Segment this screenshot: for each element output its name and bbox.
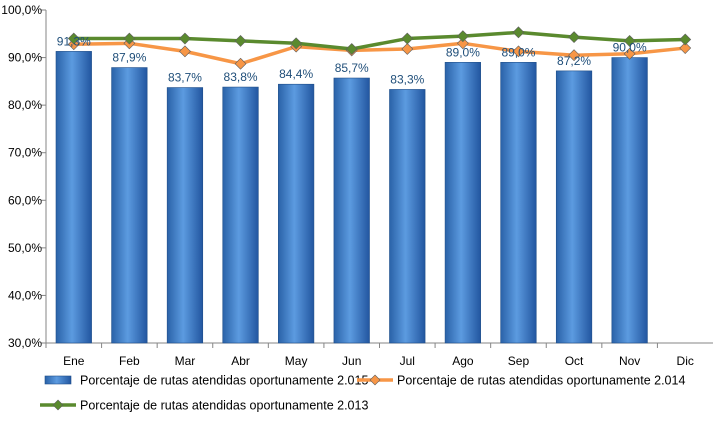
data-label-feb: 87,9% bbox=[112, 51, 146, 65]
point-marker-dic bbox=[679, 42, 692, 54]
point-marker-jul bbox=[401, 32, 414, 45]
x-tick-label-ene: Ene bbox=[63, 354, 85, 368]
y-tick-label: 80,0% bbox=[8, 98, 42, 112]
point-marker-oct bbox=[568, 49, 580, 62]
point-marker-nov bbox=[623, 47, 636, 60]
point-marker-ene bbox=[67, 32, 80, 45]
bar-may bbox=[278, 83, 315, 344]
series-line bbox=[72, 30, 687, 51]
bar-abr bbox=[222, 86, 259, 344]
line-series-1 bbox=[67, 37, 692, 70]
data-label-mar: 83,7% bbox=[168, 71, 202, 85]
legend-item-2: Porcentaje de rutas atendidas oportuname… bbox=[357, 374, 685, 388]
legend-swatch bbox=[44, 375, 72, 385]
bar-ago bbox=[444, 62, 481, 344]
y-axis: 30,0% 40,0% 50,0% 60,0% 70,0% 80,0% 90,0% 100,0… bbox=[1, 3, 47, 350]
data-labels: 91,3% 87,9% 83,7% 83,8% 84,4% 85,7% 83,3% 89,0%… bbox=[57, 34, 647, 86]
legend: Porcentaje de rutas atendidas oportuname… bbox=[40, 374, 685, 413]
point-marker-nov bbox=[623, 34, 636, 47]
x-tick-label-abr: Abr bbox=[231, 354, 250, 368]
bar-jul bbox=[389, 89, 426, 344]
x-tick-label-jun: Jun bbox=[342, 354, 361, 368]
bar-jun bbox=[333, 77, 370, 344]
bar-sep bbox=[500, 62, 537, 344]
data-label-sep: 89,0% bbox=[501, 45, 535, 59]
bar-ene bbox=[55, 51, 92, 344]
x-tick-label-jul: Jul bbox=[400, 354, 415, 368]
point-marker-ago bbox=[456, 30, 469, 43]
point-marker-sep bbox=[512, 26, 525, 39]
bar-oct bbox=[555, 70, 593, 344]
bar-mar bbox=[166, 87, 204, 344]
data-label-ago: 89,0% bbox=[446, 45, 480, 59]
data-label-nov: 90,0% bbox=[613, 41, 647, 55]
legend-marker bbox=[52, 399, 64, 411]
data-label-ene: 91,3% bbox=[57, 34, 91, 48]
line-series bbox=[67, 26, 692, 70]
bar-nov bbox=[611, 57, 648, 344]
x-axis: Ene Feb Mar Abr May Jun Jul Ago Sep Oct Nov Dic bbox=[45, 342, 713, 368]
point-marker-jul bbox=[401, 43, 414, 55]
data-label-abr: 83,8% bbox=[224, 70, 258, 84]
legend-item-3: Porcentaje de rutas atendidas oportuname… bbox=[40, 399, 368, 413]
point-marker-oct bbox=[568, 31, 580, 44]
x-tick-label-may: May bbox=[285, 354, 308, 368]
legend-item-1: Porcentaje de rutas atendidas oportuname… bbox=[44, 374, 368, 388]
data-label-oct: 87,2% bbox=[557, 54, 591, 68]
bar-series bbox=[55, 51, 648, 344]
x-tick-label-ago: Ago bbox=[452, 354, 474, 368]
point-marker-mar bbox=[179, 32, 191, 45]
bar-feb bbox=[111, 67, 148, 344]
legend-label: Porcentaje de rutas atendidas oportuname… bbox=[80, 374, 368, 388]
point-marker-sep bbox=[512, 45, 525, 58]
series-line bbox=[72, 41, 687, 66]
point-marker-abr bbox=[234, 57, 247, 70]
y-tick-label: 90,0% bbox=[8, 51, 42, 65]
point-marker-feb bbox=[123, 32, 136, 45]
y-tick-label: 50,0% bbox=[8, 241, 42, 255]
point-marker-dic bbox=[679, 33, 692, 46]
x-tick-label-nov: Nov bbox=[619, 354, 640, 368]
data-label-may: 84,4% bbox=[279, 67, 313, 81]
legend-label: Porcentaje de rutas atendidas oportuname… bbox=[397, 374, 685, 388]
point-marker-jun bbox=[345, 43, 358, 55]
point-marker-ago bbox=[456, 37, 469, 50]
point-marker-abr bbox=[234, 34, 247, 47]
line-series-2 bbox=[67, 26, 692, 55]
y-tick-label: 40,0% bbox=[8, 288, 42, 302]
data-label-jul: 83,3% bbox=[390, 72, 424, 86]
y-tick-label: 60,0% bbox=[8, 193, 42, 207]
x-tick-label-feb: Feb bbox=[119, 354, 140, 368]
legend-label: Porcentaje de rutas atendidas oportuname… bbox=[80, 399, 368, 413]
x-tick-label-dic: Dic bbox=[677, 354, 694, 368]
y-tick-label: 30,0% bbox=[8, 336, 42, 350]
point-marker-may bbox=[290, 37, 303, 50]
x-tick-label-sep: Sep bbox=[508, 354, 530, 368]
legend-marker bbox=[369, 374, 381, 386]
data-label-jun: 85,7% bbox=[335, 61, 369, 75]
x-tick-label-oct: Oct bbox=[565, 354, 584, 368]
y-tick-label: 70,0% bbox=[8, 146, 42, 160]
y-tick-label: 100,0% bbox=[1, 3, 42, 17]
point-marker-mar bbox=[179, 45, 191, 58]
x-tick-label-mar: Mar bbox=[175, 354, 196, 368]
